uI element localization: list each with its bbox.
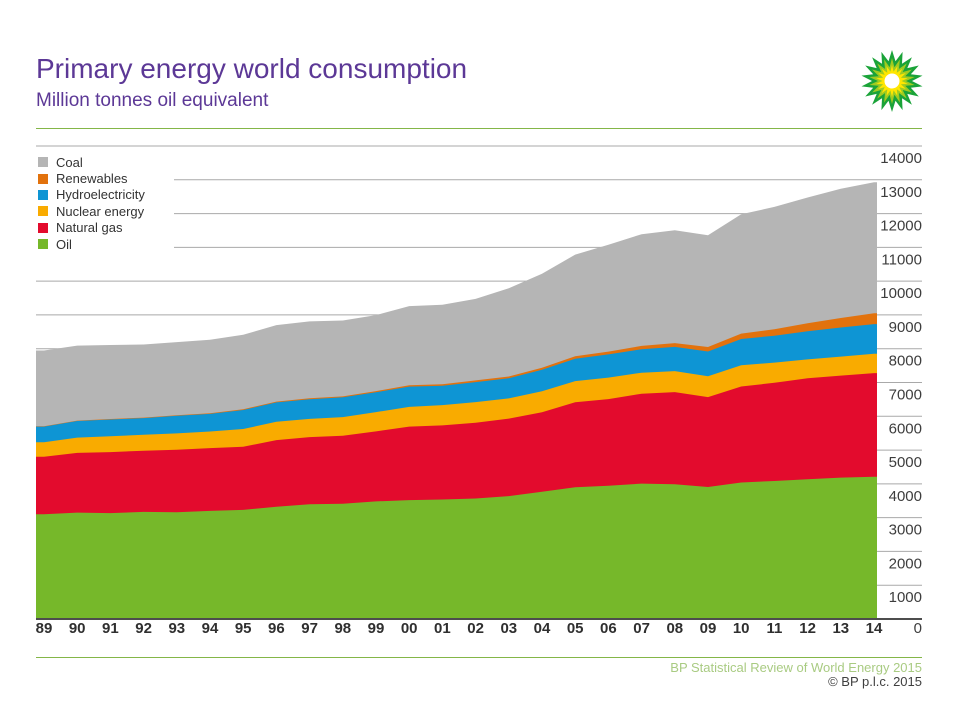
legend-swatch-natural-gas xyxy=(38,222,48,233)
header-rule-line xyxy=(36,128,922,129)
x-axis-label-10: 10 xyxy=(733,620,750,637)
x-axis-label-94: 94 xyxy=(202,620,219,637)
legend-item-oil: Oil xyxy=(38,236,174,252)
legend-item-hydroelectricity: Hydroelectricity xyxy=(38,187,174,203)
legend-label-hydroelectricity: Hydroelectricity xyxy=(56,187,145,203)
y-axis-labels: 1000 2000 3000 4000 5000 6000 7000 8000 9000 1000… xyxy=(880,150,922,637)
legend-swatch-oil xyxy=(38,239,48,250)
footer-rule-line xyxy=(36,657,922,658)
y-axis-label-7000: 7000 xyxy=(889,387,922,404)
y-axis-label-13000: 13000 xyxy=(880,184,922,201)
area-series-oil xyxy=(36,476,877,619)
x-axis-label-12: 12 xyxy=(799,620,816,637)
legend-swatch-nuclear-energy xyxy=(38,206,48,217)
bp-helios-icon xyxy=(861,50,923,112)
legend-label-natural-gas: Natural gas xyxy=(56,220,123,236)
x-axis-label-07: 07 xyxy=(633,620,650,637)
x-axis-label-90: 90 xyxy=(69,620,86,637)
x-axis-label-95: 95 xyxy=(235,620,252,637)
legend-swatch-coal xyxy=(38,157,48,168)
x-axis-label-05: 05 xyxy=(567,620,584,637)
legend-swatch-hydroelectricity xyxy=(38,189,48,200)
y-axis-label-0: 0 xyxy=(914,620,922,637)
legend-swatch-renewables xyxy=(38,173,48,184)
x-axis-label-98: 98 xyxy=(334,620,351,637)
x-axis-label-04: 04 xyxy=(534,620,551,637)
y-axis-label-6000: 6000 xyxy=(889,420,922,437)
x-axis-label-91: 91 xyxy=(102,620,119,637)
x-axis-label-02: 02 xyxy=(467,620,484,637)
y-axis-label-2000: 2000 xyxy=(889,555,922,572)
legend-label-nuclear-energy: Nuclear energy xyxy=(56,203,145,219)
x-axis-label-93: 93 xyxy=(168,620,185,637)
x-axis-label-06: 06 xyxy=(600,620,617,637)
helios-center xyxy=(884,73,900,89)
x-axis-label-13: 13 xyxy=(832,620,849,637)
x-axis-label-09: 09 xyxy=(700,620,717,637)
legend-item-natural-gas: Natural gas xyxy=(38,220,174,236)
legend-label-renewables: Renewables xyxy=(56,171,128,187)
x-axis-label-08: 08 xyxy=(666,620,683,637)
y-axis-label-9000: 9000 xyxy=(889,319,922,336)
y-axis-label-8000: 8000 xyxy=(889,353,922,370)
y-axis-label-11000: 11000 xyxy=(881,251,922,268)
x-axis-label-89: 89 xyxy=(36,620,53,637)
x-axis-label-99: 99 xyxy=(368,620,385,637)
footer-copyright: © BP p.l.c. 2015 xyxy=(828,674,922,689)
x-axis-label-11: 11 xyxy=(766,620,782,637)
x-axis-label-96: 96 xyxy=(268,620,285,637)
page-title: Primary energy world consumption xyxy=(36,53,468,84)
bp-logo xyxy=(861,50,923,112)
x-axis-label-97: 97 xyxy=(301,620,318,637)
legend-label-oil: Oil xyxy=(56,236,72,252)
legend-item-coal: Coal xyxy=(38,154,174,170)
x-axis-label-01: 01 xyxy=(434,620,451,637)
y-axis-label-4000: 4000 xyxy=(889,488,922,505)
y-axis-label-14000: 14000 xyxy=(880,150,922,167)
legend-label-coal: Coal xyxy=(56,154,83,170)
chart-legend: Coal Renewables Hydroelectricity Nuclear en… xyxy=(36,149,174,259)
x-axis-labels: 89 90 91 92 93 94 95 96 97 98 99 00 01 02 03 04 05 06 07 08… xyxy=(36,620,883,637)
area-layers xyxy=(36,182,877,619)
x-axis-label-03: 03 xyxy=(500,620,517,637)
y-axis-label-3000: 3000 xyxy=(889,522,922,539)
x-axis-label-00: 00 xyxy=(401,620,418,637)
page-subtitle: Million tonnes oil equivalent xyxy=(36,90,269,111)
y-axis-label-10000: 10000 xyxy=(880,285,922,302)
legend-item-nuclear-energy: Nuclear energy xyxy=(38,203,174,219)
footer-source: BP Statistical Review of World Energy 20… xyxy=(670,660,922,675)
y-axis-label-5000: 5000 xyxy=(889,454,922,471)
x-axis-label-92: 92 xyxy=(135,620,152,637)
y-axis-label-12000: 12000 xyxy=(880,218,922,235)
y-axis-label-1000: 1000 xyxy=(889,589,922,606)
legend-item-renewables: Renewables xyxy=(38,170,174,186)
x-axis-label-14: 14 xyxy=(866,620,883,637)
